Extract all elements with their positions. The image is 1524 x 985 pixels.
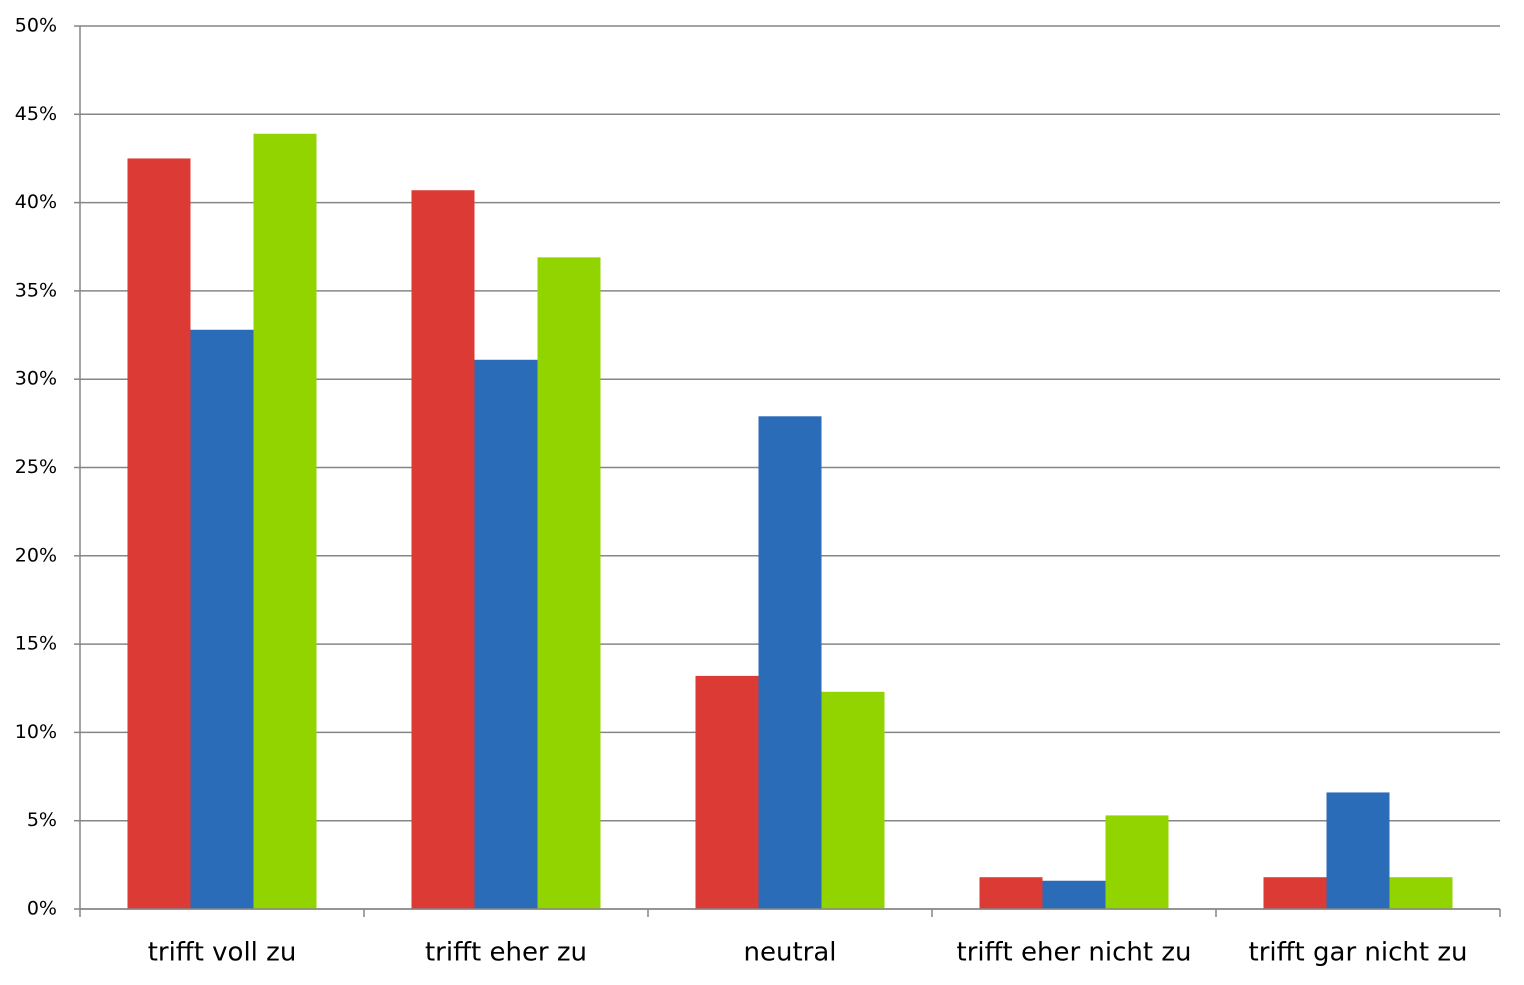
x-tick-label: trifft gar nicht zu	[1249, 938, 1468, 968]
bar	[1042, 880, 1106, 909]
y-tick-label: 10%	[15, 721, 57, 743]
bar	[695, 675, 759, 909]
y-tick-label: 15%	[15, 633, 57, 655]
bar	[1326, 792, 1390, 909]
y-tick-label: 30%	[15, 368, 57, 390]
y-tick-label: 5%	[27, 809, 57, 831]
x-tick-label: neutral	[744, 938, 837, 968]
bar	[190, 329, 254, 909]
bar	[411, 190, 475, 909]
bar	[1105, 815, 1169, 909]
bar	[758, 416, 822, 909]
x-tick-label: trifft eher zu	[425, 938, 587, 968]
bar	[1389, 877, 1453, 909]
y-tick-label: 40%	[15, 191, 57, 213]
y-tick-label: 25%	[15, 456, 57, 478]
bar	[253, 133, 317, 909]
y-tick-label: 35%	[15, 279, 57, 301]
y-tick-label: 45%	[15, 103, 57, 125]
x-tick-label: trifft eher nicht zu	[957, 938, 1192, 968]
x-tick-label: trifft voll zu	[148, 938, 297, 968]
bar	[537, 257, 601, 909]
bar	[1263, 877, 1327, 909]
y-tick-label: 0%	[27, 898, 57, 920]
y-tick-label: 20%	[15, 544, 57, 566]
y-tick-label: 50%	[15, 15, 57, 37]
bar	[821, 691, 885, 909]
bar	[474, 359, 538, 909]
bar	[127, 158, 191, 909]
bar	[979, 877, 1043, 909]
